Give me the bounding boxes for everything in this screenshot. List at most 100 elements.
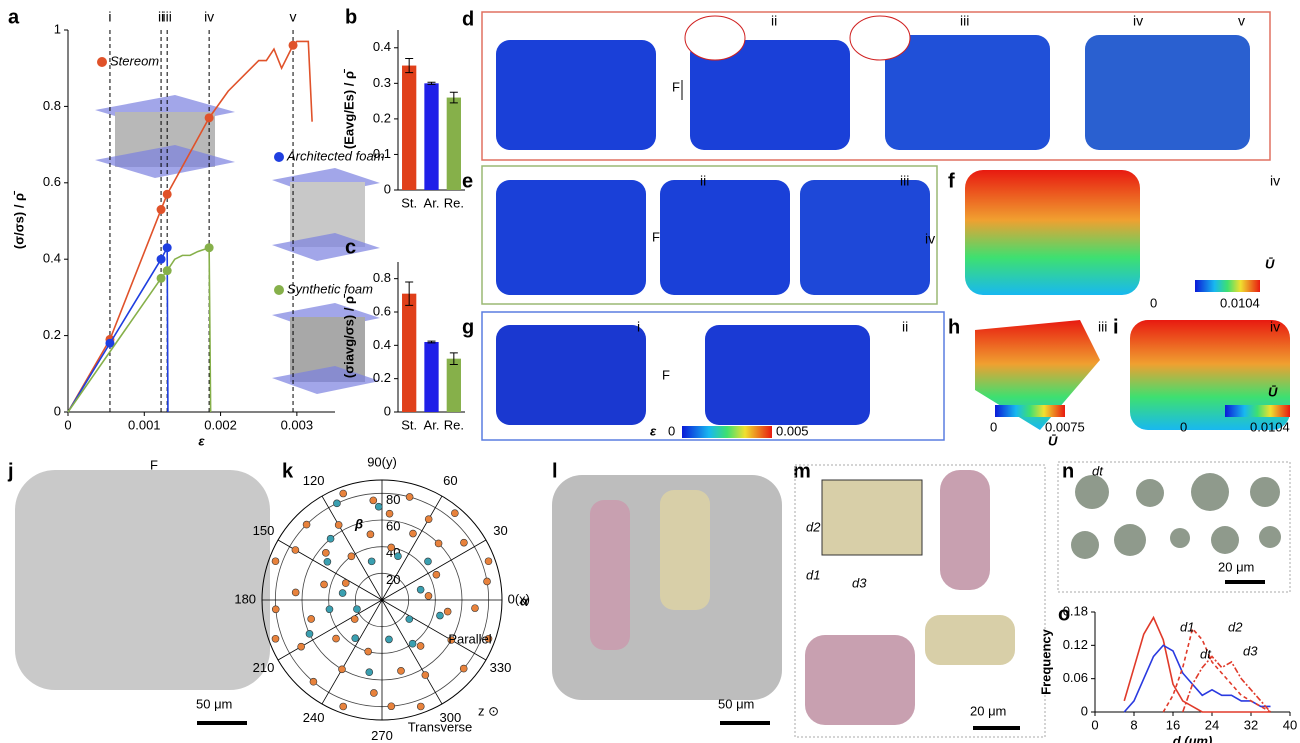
x-tick-label: 0.001 xyxy=(128,417,161,432)
legend-label: Parallel xyxy=(448,631,491,646)
pore-image xyxy=(822,480,922,555)
point xyxy=(385,636,392,643)
y-tick-label: 1 xyxy=(54,21,61,36)
pore-image xyxy=(925,615,1015,665)
point xyxy=(386,510,393,517)
point xyxy=(435,540,442,547)
point xyxy=(163,190,172,199)
point xyxy=(422,672,429,679)
y-tick-label: 0.6 xyxy=(43,174,61,189)
colorbar-min: 0 xyxy=(668,423,675,438)
legend-label: Transverse xyxy=(408,719,473,734)
point xyxy=(370,689,377,696)
point xyxy=(298,643,305,650)
point xyxy=(370,497,377,504)
point xyxy=(339,590,346,597)
point xyxy=(424,558,431,565)
body: {"chart_data": [ {"type": "line", "panel… xyxy=(0,0,1300,743)
force-label: F xyxy=(672,79,680,94)
point xyxy=(352,635,359,642)
dim-label: d3 xyxy=(852,575,867,590)
angle-tick-label: 270 xyxy=(371,728,393,743)
y-tick-label: 0.2 xyxy=(43,327,61,342)
point xyxy=(406,616,413,623)
point xyxy=(425,516,432,523)
panel-l: l 50 μm xyxy=(552,460,782,723)
legend-label: Synthetic foam xyxy=(287,281,373,296)
bar xyxy=(424,83,438,190)
point xyxy=(409,530,416,537)
series-line xyxy=(68,248,211,412)
annotation: α xyxy=(520,593,529,608)
x-tick-label: St. xyxy=(401,195,417,210)
x-tick-label: 0.003 xyxy=(281,417,314,432)
point xyxy=(388,703,395,710)
legend-marker xyxy=(274,152,284,162)
scale-label: 20 μm xyxy=(970,703,1006,718)
point xyxy=(417,642,424,649)
point xyxy=(340,703,347,710)
point xyxy=(366,669,373,676)
colorbar xyxy=(1195,280,1260,292)
zoom xyxy=(685,16,745,60)
bar xyxy=(447,98,461,190)
point xyxy=(333,500,340,507)
point xyxy=(205,243,214,252)
panel-g: g i ii F ε 0 0.005 xyxy=(462,312,944,440)
pore-image xyxy=(1259,526,1281,548)
ct-image xyxy=(15,470,270,690)
angle-tick-label: 180 xyxy=(234,591,256,606)
point xyxy=(340,490,347,497)
legend-label: d1 xyxy=(1180,619,1194,634)
stage-label: i xyxy=(108,9,111,25)
r-tick-label: 60 xyxy=(386,518,400,533)
colorbar xyxy=(682,426,772,438)
point xyxy=(365,648,372,655)
force-label: F xyxy=(662,367,670,382)
panel-letter: l xyxy=(552,460,558,482)
series-line xyxy=(68,248,168,412)
y-tick-label: 0.12 xyxy=(1063,637,1088,652)
annotation: z ⊙ xyxy=(478,703,499,718)
colorbar-symbol: ε xyxy=(650,423,657,438)
ct-image xyxy=(660,490,710,610)
point xyxy=(417,703,424,710)
y-tick-label: 0.6 xyxy=(373,303,391,318)
legend-marker xyxy=(274,285,284,295)
point xyxy=(157,274,166,283)
x-tick-label: 8 xyxy=(1130,717,1137,732)
fe-image xyxy=(885,35,1050,150)
y-axis-label: (Eavg/Es) / ρ̄ xyxy=(341,69,356,149)
y-tick-label: 0.3 xyxy=(373,75,391,90)
stage-label: iii xyxy=(1098,319,1107,335)
colorbar-max: 0.005 xyxy=(776,423,809,438)
legend-label: d3 xyxy=(1243,643,1258,658)
bar xyxy=(447,359,461,412)
dim-label: d2 xyxy=(806,519,821,534)
y-tick-label: 0.4 xyxy=(373,39,391,54)
fe-image xyxy=(496,40,656,150)
point xyxy=(353,606,360,613)
zoom xyxy=(850,16,910,60)
x-tick-label: 0 xyxy=(1091,717,1098,732)
point xyxy=(375,503,382,510)
force-label: F xyxy=(652,229,660,244)
y-tick-label: 0.1 xyxy=(373,146,391,161)
stage-label: v xyxy=(290,9,297,25)
colorbar-max: 0.0104 xyxy=(1250,419,1290,434)
panel-letter: n xyxy=(1062,460,1074,482)
pore-image xyxy=(1170,528,1190,548)
colorbar-max: 0.0075 xyxy=(1045,419,1085,434)
point xyxy=(163,243,172,252)
dim-label: dt xyxy=(1092,463,1104,478)
dim-label: d1 xyxy=(806,567,820,582)
point xyxy=(324,558,331,565)
stage-label: iv xyxy=(1270,173,1280,189)
legend-marker xyxy=(97,57,107,67)
y-tick-label: 0.4 xyxy=(373,337,391,352)
scale-label: 50 μm xyxy=(196,696,232,711)
y-tick-label: 0.8 xyxy=(373,270,391,285)
fe-image xyxy=(800,180,930,295)
panel-f: f iv Ū 0 0.0104 xyxy=(948,170,1280,310)
fe-image xyxy=(965,170,1140,295)
